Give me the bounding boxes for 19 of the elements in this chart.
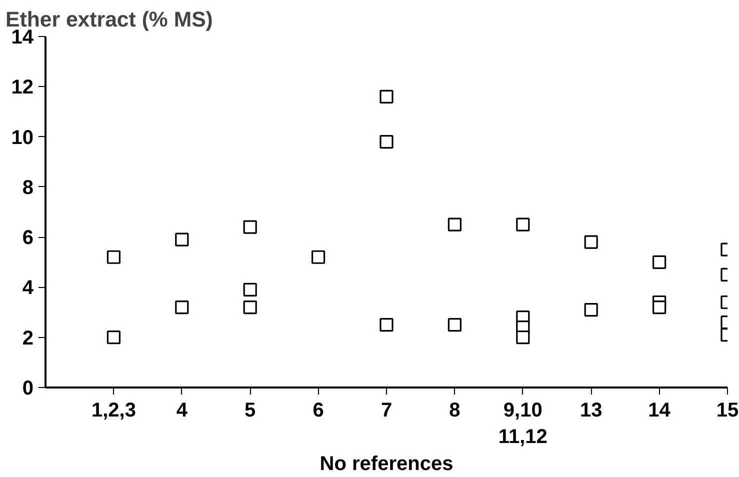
x-tick-label: 1,2,3	[91, 400, 136, 422]
x-tick-label: 6	[312, 400, 324, 422]
x-tick-label: 15	[716, 400, 739, 422]
x-tick-label: 14	[648, 400, 672, 422]
y-tick-label: 4	[22, 277, 34, 300]
y-tick-label: 12	[11, 76, 34, 99]
y-tick-label: 8	[22, 176, 34, 199]
y-tick-label: 2	[22, 327, 34, 350]
x-tick-label: 9,10 11,12	[498, 400, 548, 448]
y-tick-label: 0	[22, 378, 34, 400]
x-tick-label: 8	[449, 400, 460, 422]
x-tick-label: 13	[580, 400, 602, 422]
x-tick-label: 4	[176, 400, 188, 422]
y-tick-label: 14	[11, 26, 34, 48]
x-tick-label: 7	[380, 400, 392, 422]
y-tick-label: 10	[11, 126, 34, 149]
y-tick-label: 6	[22, 227, 34, 250]
x-tick-label: 5	[244, 400, 256, 422]
x-axis-title: No references	[320, 452, 454, 475]
